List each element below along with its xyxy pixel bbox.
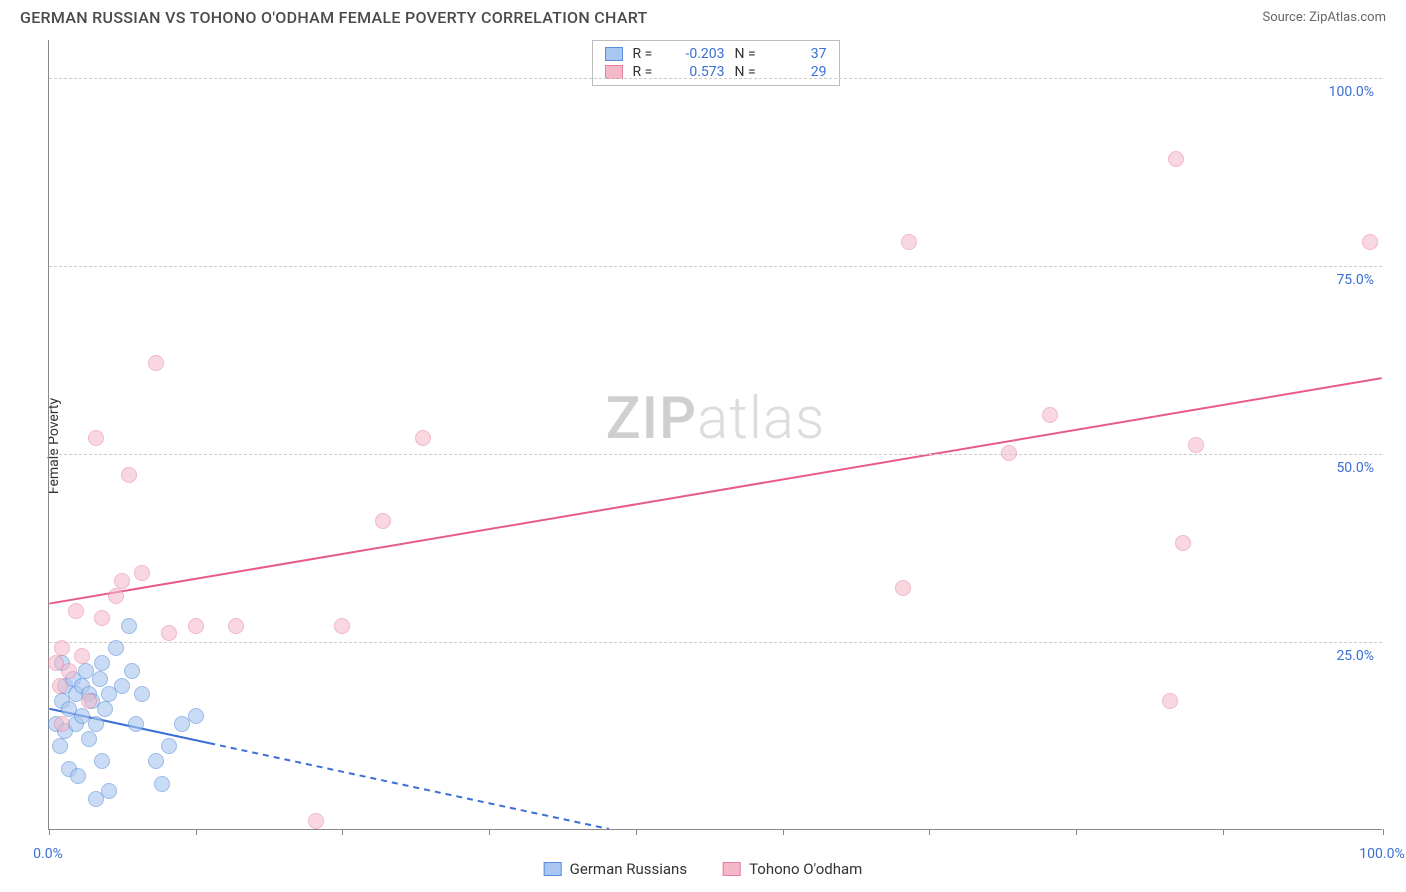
data-point xyxy=(70,768,86,784)
data-point xyxy=(81,693,97,709)
data-point xyxy=(308,813,324,829)
data-point xyxy=(1188,437,1204,453)
data-point xyxy=(52,678,68,694)
data-point xyxy=(124,663,140,679)
data-point xyxy=(74,648,90,664)
data-point xyxy=(161,738,177,754)
data-point xyxy=(108,588,124,604)
data-point xyxy=(94,610,110,626)
data-point xyxy=(52,738,68,754)
data-point xyxy=(114,678,130,694)
data-point xyxy=(1042,407,1058,423)
gridline xyxy=(49,454,1382,455)
legend-row-series-1: R = -0.203 N = 37 xyxy=(605,45,827,63)
legend-label: Tohono O'odham xyxy=(749,860,862,878)
data-point xyxy=(121,618,137,634)
data-point xyxy=(101,783,117,799)
data-point xyxy=(895,580,911,596)
n-value: 37 xyxy=(773,46,827,62)
data-point xyxy=(61,663,77,679)
x-tick xyxy=(1076,829,1077,835)
y-tick-label: 25.0% xyxy=(1336,648,1374,664)
data-point xyxy=(54,716,70,732)
data-point xyxy=(188,708,204,724)
data-point xyxy=(88,716,104,732)
data-point xyxy=(68,603,84,619)
data-point xyxy=(128,716,144,732)
swatch-icon xyxy=(605,47,623,61)
x-tick xyxy=(342,829,343,835)
source-label: Source: ZipAtlas.com xyxy=(1262,10,1386,25)
data-point xyxy=(108,640,124,656)
x-tick xyxy=(196,829,197,835)
correlation-legend: R = -0.203 N = 37 R = 0.573 N = 29 xyxy=(592,40,840,86)
data-point xyxy=(161,625,177,641)
data-point xyxy=(88,430,104,446)
swatch-icon xyxy=(723,862,741,876)
data-point xyxy=(901,234,917,250)
x-tick xyxy=(929,829,930,835)
x-tick xyxy=(636,829,637,835)
data-point xyxy=(1175,535,1191,551)
data-point xyxy=(121,467,137,483)
y-tick-label: 75.0% xyxy=(1336,272,1374,288)
y-tick-label: 100.0% xyxy=(1329,84,1374,100)
series-legend: German Russians Tohono O'odham xyxy=(544,860,863,878)
n-label: N = xyxy=(735,46,763,62)
chart-title: GERMAN RUSSIAN VS TOHONO O'ODHAM FEMALE … xyxy=(20,8,648,27)
data-point xyxy=(1168,151,1184,167)
y-tick-label: 50.0% xyxy=(1336,460,1374,476)
data-point xyxy=(94,753,110,769)
data-point xyxy=(148,753,164,769)
legend-item: Tohono O'odham xyxy=(723,860,862,878)
data-point xyxy=(188,618,204,634)
data-point xyxy=(148,355,164,371)
data-point xyxy=(92,671,108,687)
gridline xyxy=(49,642,1382,643)
scatter-chart: ZIPatlas R = -0.203 N = 37 R = 0.573 N =… xyxy=(48,40,1382,830)
x-tick xyxy=(1223,829,1224,835)
gridline xyxy=(49,78,1382,79)
r-value: -0.203 xyxy=(671,46,725,62)
data-point xyxy=(134,686,150,702)
data-point xyxy=(415,430,431,446)
data-point xyxy=(81,731,97,747)
x-tick xyxy=(49,829,50,835)
data-point xyxy=(375,513,391,529)
legend-item: German Russians xyxy=(544,860,687,878)
data-point xyxy=(134,565,150,581)
x-tick xyxy=(783,829,784,835)
legend-label: German Russians xyxy=(570,860,687,878)
gridline xyxy=(49,266,1382,267)
data-point xyxy=(334,618,350,634)
r-label: R = xyxy=(633,46,661,62)
data-point xyxy=(1001,445,1017,461)
x-tick xyxy=(1383,829,1384,835)
x-tick-label: 100.0% xyxy=(1359,846,1404,862)
data-point xyxy=(94,655,110,671)
watermark: ZIPatlas xyxy=(606,385,826,453)
x-tick-label: 0.0% xyxy=(33,846,63,862)
data-point xyxy=(54,640,70,656)
x-tick xyxy=(489,829,490,835)
data-point xyxy=(1162,693,1178,709)
data-point xyxy=(1362,234,1378,250)
data-point xyxy=(114,573,130,589)
swatch-icon xyxy=(544,862,562,876)
data-point xyxy=(154,776,170,792)
data-point xyxy=(97,701,113,717)
data-point xyxy=(228,618,244,634)
